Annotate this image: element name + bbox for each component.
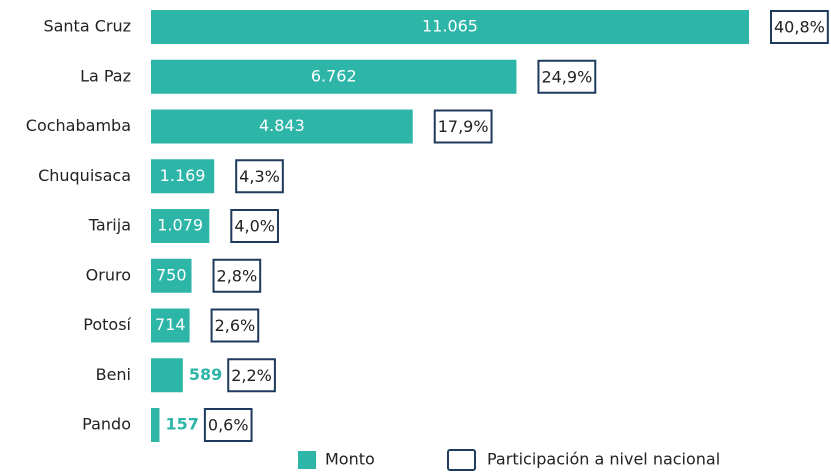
legend-swatch [447,449,476,471]
share-box [212,258,262,293]
category-label: Tarija [88,216,131,235]
share-label: 4,3% [239,167,280,186]
share-box [203,408,253,442]
category-label: La Paz [80,66,131,85]
share-label: 24,9% [541,67,592,86]
legend-swatch [298,451,316,469]
share-box [235,159,284,194]
share-label: 17,9% [438,117,489,136]
share-label: 40,8% [774,18,825,37]
bar [151,258,192,293]
category-label: Potosí [83,315,131,334]
category-label: Oruro [86,265,131,284]
category-label: Cochabamba [26,116,131,135]
share-box [537,59,597,94]
bar [151,408,160,442]
share-box [230,209,279,243]
value-label: 6.762 [311,66,357,85]
category-label: Pando [82,415,131,434]
share-box [433,109,493,144]
value-label: 157 [165,415,198,434]
category-label: Beni [96,365,131,384]
legend-label: Participación a nivel nacional [487,450,720,469]
bar [151,10,749,44]
value-label: 4.843 [259,116,305,135]
share-label: 0,6% [208,416,249,435]
share-box [227,358,276,393]
bar [151,358,183,393]
share-box [770,10,829,44]
value-label: 1.079 [157,216,203,235]
share-label: 2,2% [231,366,272,385]
legend-label: Monto [325,450,375,469]
category-label: Santa Cruz [43,17,131,36]
value-label: 750 [156,265,187,284]
value-label: 1.169 [160,166,206,185]
value-label: 589 [189,365,222,384]
share-label: 2,6% [215,316,256,335]
share-label: 2,8% [217,266,258,285]
bar [151,209,210,243]
bar [151,308,190,343]
share-label: 4,0% [234,217,275,236]
value-label: 11.065 [422,17,478,36]
share-box [210,308,260,343]
bar [151,59,517,94]
bar [151,159,215,194]
bar [151,109,413,144]
category-label: Chuquisaca [38,166,131,185]
value-label: 714 [155,315,186,334]
